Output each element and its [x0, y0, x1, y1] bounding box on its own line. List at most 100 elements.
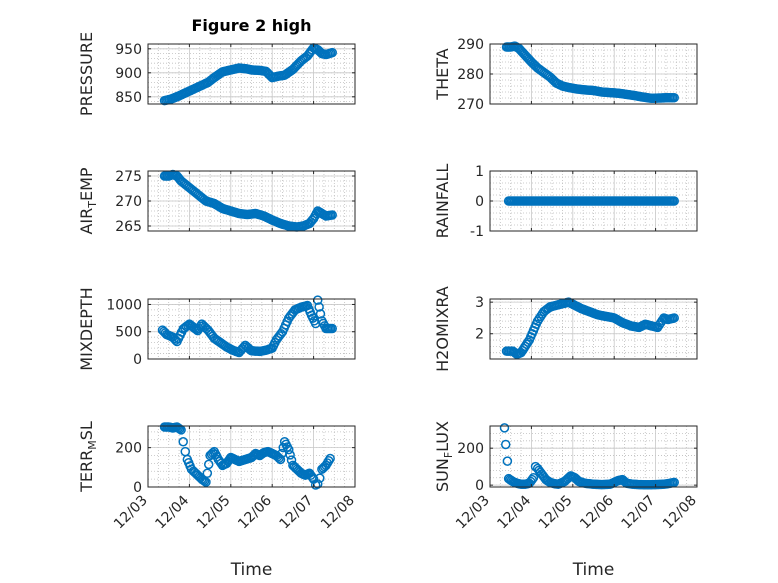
data-series: [501, 41, 679, 104]
data-point: [309, 316, 320, 326]
data-point: [173, 423, 184, 433]
data-point: [319, 49, 330, 59]
data-point: [531, 319, 541, 330]
data-point: [626, 479, 637, 489]
y-tick-label: 280: [457, 67, 484, 83]
data-point: [534, 313, 544, 324]
data-point: [528, 58, 538, 69]
data-point: [324, 456, 334, 466]
data-series: [501, 297, 679, 360]
data-point: [206, 329, 216, 339]
data-point: [292, 60, 302, 70]
axes-box: [147, 425, 356, 488]
data-point: [315, 309, 326, 319]
data-point: [202, 468, 213, 478]
data-point: [502, 456, 513, 466]
data-point: [499, 423, 510, 433]
data-point: [325, 210, 336, 220]
data-point: [178, 436, 188, 447]
y-tick-label: 0: [133, 480, 142, 496]
data-point: [638, 320, 649, 330]
data-point: [305, 307, 315, 317]
data-point: [500, 439, 511, 450]
figure-title: Figure 2 high: [192, 16, 312, 35]
subplot-4: -1 0 1 RAINFALL: [433, 164, 698, 240]
data-point: [325, 323, 336, 334]
y-axis-label: TERRMSL: [77, 421, 99, 493]
y-tick-label: 200: [115, 441, 142, 457]
y-tick-label: 900: [115, 66, 142, 82]
y-tick-label: 500: [115, 325, 142, 341]
y-tick-label: -1: [470, 224, 484, 240]
y-axis-label: AIRTEMP: [77, 167, 99, 234]
y-tick-label: 200: [457, 441, 484, 457]
data-point: [668, 196, 678, 206]
data-series: [503, 196, 679, 206]
data-point: [282, 442, 293, 452]
data-point: [262, 68, 273, 78]
axes-box: [147, 43, 356, 105]
axes-box: [147, 298, 356, 360]
data-point: [523, 337, 533, 347]
subplot-3: 265 270 275 AIRTEMP: [77, 167, 356, 235]
data-point: [535, 311, 546, 322]
data-point: [667, 313, 678, 324]
data-point: [274, 453, 284, 463]
y-tick-label: 2: [475, 327, 484, 343]
data-point: [253, 346, 264, 357]
data-point: [654, 320, 664, 330]
data-point: [667, 92, 678, 103]
y-tick-label: 850: [115, 90, 142, 106]
data-series: [159, 169, 337, 232]
data-point: [274, 331, 285, 341]
y-tick-label: 3: [475, 295, 484, 311]
y-axis-label: H2OMIXRA: [433, 286, 452, 372]
y-tick-label: 265: [115, 219, 142, 235]
data-point: [174, 424, 185, 434]
data-point: [306, 470, 316, 480]
y-tick-label: 0: [133, 352, 142, 368]
subplot-1: 850 900 950 PRESSURE: [77, 32, 356, 116]
y-tick-label: 950: [115, 42, 142, 58]
data-point: [299, 469, 309, 480]
data-point: [198, 320, 209, 331]
y-tick-label: 270: [115, 194, 142, 210]
y-axis-label: RAINFALL: [433, 164, 452, 239]
subplot-2: 270 280 290 THETA: [433, 37, 698, 113]
data-series: [159, 43, 337, 106]
subplot-6: 2 3 H2OMIXRA: [433, 286, 698, 372]
data-point: [212, 452, 222, 462]
y-tick-label: 270: [457, 97, 484, 113]
data-point: [546, 73, 557, 84]
y-axis-label: SUNFLUX: [433, 421, 455, 492]
y-tick-label: 0: [475, 194, 484, 210]
data-point: [198, 475, 208, 485]
y-axis-label: MIXDEPTH: [77, 287, 96, 370]
subplot-5: 0 500 1000 MIXDEPTH: [77, 287, 356, 371]
y-tick-label: 275: [115, 169, 142, 185]
y-axis-label: THETA: [433, 48, 452, 100]
data-point: [190, 323, 200, 334]
data-point: [325, 48, 336, 58]
data-point: [301, 301, 311, 311]
data-point: [314, 302, 324, 312]
data-point: [199, 476, 210, 486]
y-tick-label: 0: [475, 478, 484, 494]
y-tick-label: 290: [457, 37, 484, 53]
x-axis-label: Time: [572, 560, 615, 580]
data-series: [159, 422, 335, 490]
data-point: [185, 461, 195, 471]
grid: [489, 425, 698, 487]
y-tick-label: 1000: [106, 297, 142, 313]
data-point: [661, 93, 672, 103]
axes-box: [489, 425, 698, 488]
data-point: [206, 449, 217, 459]
data-point: [181, 321, 192, 332]
data-point: [200, 322, 210, 332]
data-point: [527, 474, 537, 485]
data-series: [499, 423, 679, 490]
data-point: [232, 456, 243, 466]
data-point: [285, 450, 295, 460]
